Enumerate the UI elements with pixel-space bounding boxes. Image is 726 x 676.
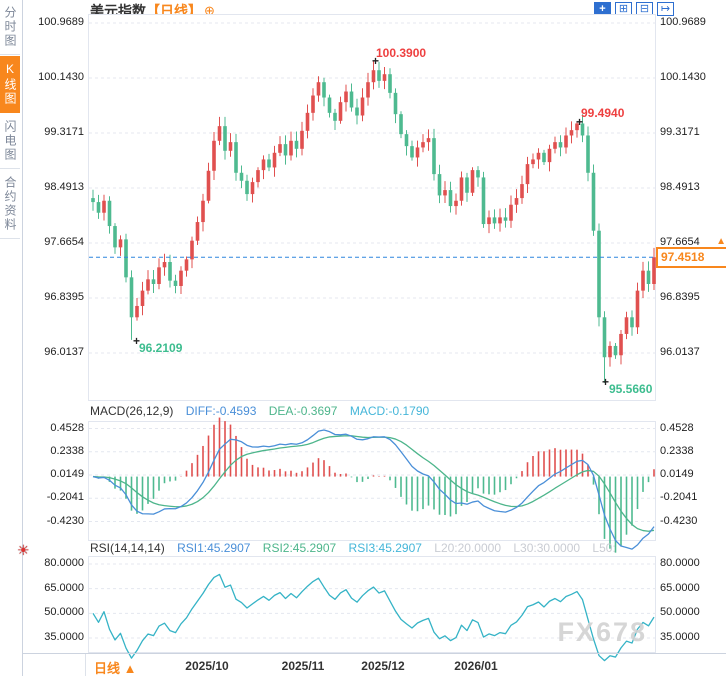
price-annotation: 95.5660 — [609, 382, 653, 396]
rsi-l50-value: L50: — [592, 541, 616, 555]
indicator-settings-icon[interactable]: ☀ — [17, 542, 30, 558]
rsi-axis-label: 65.0000 — [44, 581, 84, 594]
rsi-l30-value: L30:30.0000 — [513, 541, 581, 555]
sidebar-tab-3[interactable]: 闪电图 — [0, 114, 20, 169]
x-axis-labels: 2025/10 2025/11 2025/12 2026/01 — [88, 654, 726, 676]
macd-macd-value: MACD:-0.1790 — [349, 404, 430, 418]
rsi-l20-value: L20:20.0000 — [434, 541, 501, 555]
macd-axis-label: 0.2338 — [660, 444, 694, 457]
chart-type-sidebar: 分时图 K线图 闪电图 合约资料 — [0, 0, 23, 676]
macd-axis-label: 0.0149 — [660, 468, 694, 480]
price-annotation: 96.2109 — [139, 341, 183, 355]
macd-dea-value: DEA:-0.3697 — [268, 404, 338, 418]
macd-axis-label: -0.4230 — [46, 514, 84, 527]
annotation-cross-marker: + — [602, 375, 610, 389]
price-axis-label: 99.3171 — [44, 126, 84, 138]
macd-chart[interactable] — [88, 417, 657, 553]
rsi-params: RSI(14,14,14) — [90, 541, 165, 555]
axis-separator — [85, 654, 86, 676]
price-annotation: 99.4940 — [581, 106, 625, 120]
last-price-value: 97.4518 — [661, 250, 705, 264]
price-axis-label: 100.1430 — [38, 71, 84, 83]
rsi-plot[interactable] — [89, 557, 657, 662]
price-axis-label: 96.0137 — [44, 346, 84, 358]
macd-params: MACD(26,12,9) — [90, 404, 174, 418]
annotation-cross-marker: + — [372, 54, 380, 68]
price-axis-label: 98.4913 — [44, 181, 84, 193]
price-axis-label: 100.9689 — [38, 16, 84, 28]
rsi3-value: RSI3:45.2907 — [348, 541, 422, 555]
macd-plot[interactable] — [89, 417, 657, 553]
price-axis-label: 96.0137 — [660, 346, 700, 358]
macd-axis-label: 0.4528 — [50, 421, 84, 434]
price-axis-label: 100.1430 — [660, 71, 706, 83]
period-selector-arrow-icon: ▲ — [123, 661, 137, 676]
price-axis-label: 97.6654 — [660, 236, 700, 248]
rsi-axis-label: 35.0000 — [660, 631, 700, 643]
macd-axis-label: -0.2041 — [46, 491, 84, 504]
last-price-badge: 97.4518 ▲ — [656, 237, 726, 268]
add-indicator-icon[interactable]: ⊕ — [204, 3, 215, 18]
macd-header: MACD(26,12,9) DIFF:-0.4593 DEA:-0.3697 M… — [90, 404, 438, 418]
x-axis-label: 2025/10 — [185, 659, 229, 673]
sidebar-tab-2[interactable]: K线图 — [0, 56, 20, 113]
annotation-cross-marker: + — [576, 115, 584, 129]
rsi-axis-label: 80.0000 — [660, 557, 700, 569]
sidebar-tab-4[interactable]: 合约资料 — [0, 170, 20, 239]
macd-axis-label: -0.4230 — [660, 514, 698, 527]
price-axis-label: 96.8395 — [44, 291, 84, 303]
price-axis-label: 98.4913 — [660, 181, 700, 193]
annotation-cross-marker: + — [133, 334, 141, 348]
rsi-chart[interactable]: FX678 — [88, 556, 657, 662]
macd-axis-label: -0.2041 — [660, 491, 698, 504]
price-axis-label: 100.9689 — [660, 16, 706, 28]
rsi1-value: RSI1:45.2907 — [177, 541, 251, 555]
sidebar-tab-1[interactable]: 分时图 — [0, 0, 20, 55]
time-axis-row: 日线 ▲ 2025/10 2025/11 2025/12 2026/01 — [22, 653, 726, 676]
period-selector-label: 日线 — [94, 661, 121, 676]
x-axis-label: 2025/11 — [281, 659, 325, 673]
rsi-axis-label: 50.0000 — [44, 606, 84, 619]
macd-axis-label: 0.4528 — [660, 421, 694, 434]
zoom-in-icon[interactable]: ⊞ — [615, 2, 632, 16]
rsi-axis-label: 50.0000 — [660, 606, 700, 619]
exit-chart-icon[interactable]: ↦ — [657, 2, 674, 16]
period-selector[interactable]: 日线 ▲ — [94, 658, 137, 676]
price-up-arrow-icon: ▲ — [716, 236, 726, 247]
candlestick-plot[interactable] — [89, 15, 657, 402]
x-axis-label: 2026/01 — [454, 659, 498, 673]
price-axis-label: 97.6654 — [44, 236, 84, 248]
candlestick-chart[interactable]: 100.3900 +99.4940 +96.2109 +95.5660 + — [88, 14, 657, 402]
price-annotation: 100.3900 — [376, 46, 427, 60]
price-axis-label: 96.8395 — [660, 291, 700, 303]
macd-axis-label: 0.2338 — [50, 444, 84, 457]
rsi-axis-label: 65.0000 — [660, 581, 700, 594]
rsi-axis-label: 35.0000 — [44, 631, 84, 643]
rsi-axis-label: 80.0000 — [44, 557, 84, 569]
macd-diff-value: DIFF:-0.4593 — [185, 404, 257, 418]
price-axis-label: 99.3171 — [660, 126, 700, 138]
x-axis-label: 2025/12 — [361, 659, 405, 673]
macd-axis-label: 0.0149 — [50, 468, 84, 480]
rsi2-value: RSI2:45.2907 — [262, 541, 337, 555]
rsi-header: RSI(14,14,14) RSI1:45.2907 RSI2:45.2907 … — [90, 541, 625, 555]
